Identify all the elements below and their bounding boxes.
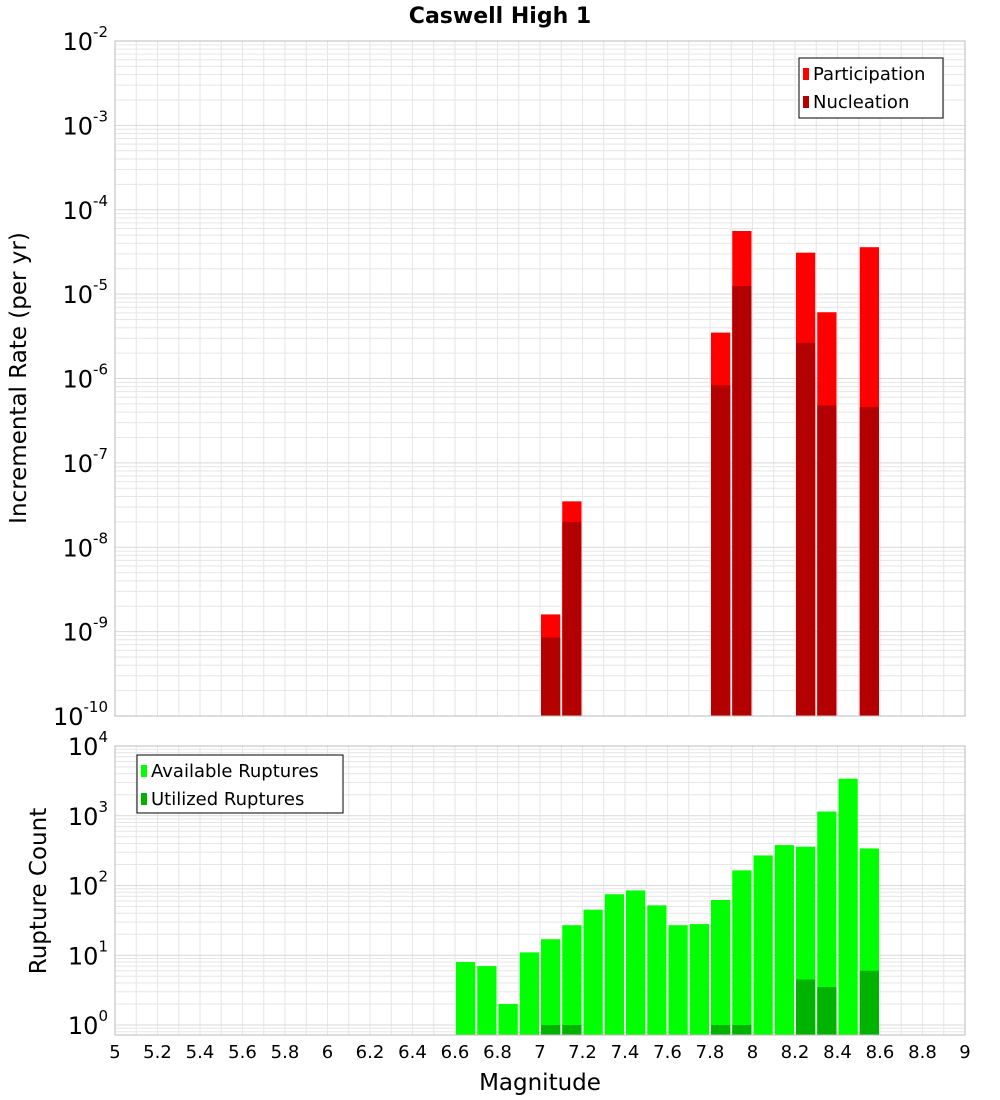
y-tick-label: 103 — [68, 798, 108, 831]
y-tick-label: 100 — [68, 1007, 108, 1040]
y-tick-label: 10-3 — [62, 107, 108, 140]
nucleation-bar — [796, 342, 816, 716]
count-panel: 100 101 102 103 104 5 5.2 5.4 5.6 5.8 6 6.2 6.4 6.6 6… — [68, 728, 971, 1063]
nucleation-bar — [817, 405, 837, 716]
rate-panel: 10-10 10-9 10-8 10-7 10-6 10-5 10-4 10-3 10-2 Pa… — [53, 23, 966, 731]
available-ruptures-bar — [689, 924, 709, 1035]
utilized-ruptures-bar — [796, 979, 816, 1035]
available-ruptures-bar — [583, 909, 603, 1035]
y-tick-label: 10-8 — [62, 529, 108, 562]
x-tick-label: 8.8 — [908, 1042, 937, 1063]
y-tick-label: 10-2 — [62, 23, 108, 56]
x-tick-label: 7.4 — [611, 1042, 640, 1063]
available-ruptures-bar — [647, 905, 667, 1035]
legend-swatch — [803, 96, 809, 108]
utilized-ruptures-bar — [711, 1025, 731, 1035]
legend-label: Nucleation — [813, 92, 909, 113]
available-ruptures-bar — [477, 966, 497, 1035]
available-ruptures-bar — [519, 952, 539, 1035]
count-legend: Available Ruptures Utilized Ruptures — [136, 754, 344, 814]
y-tick-label: 10-10 — [53, 698, 108, 731]
y-tick-label: 102 — [68, 868, 108, 901]
available-ruptures-bar — [541, 939, 561, 1035]
x-tick-label: 6.8 — [483, 1042, 512, 1063]
legend-label: Utilized Ruptures — [151, 789, 304, 810]
chart-title: Caswell High 1 — [409, 4, 591, 29]
y-tick-label: 101 — [68, 937, 108, 970]
x-tick-label: 6.6 — [441, 1042, 470, 1063]
legend-swatch — [141, 765, 147, 777]
x-tick-label: 7.8 — [696, 1042, 725, 1063]
y-tick-label: 10-5 — [62, 276, 108, 309]
available-ruptures-bar — [562, 925, 582, 1035]
x-tick-label: 8.6 — [866, 1042, 895, 1063]
x-tick-label: 5.6 — [228, 1042, 257, 1063]
nucleation-bar — [711, 385, 731, 716]
available-ruptures-bar — [711, 900, 731, 1035]
x-tick-label: 6.2 — [356, 1042, 385, 1063]
available-ruptures-bar — [838, 778, 858, 1035]
available-ruptures-bar — [604, 894, 624, 1035]
x-axis-label: Magnitude — [479, 1070, 601, 1096]
available-ruptures-bar — [456, 962, 476, 1035]
legend-swatch — [803, 68, 809, 80]
count-y-ticks: 100 101 102 103 104 — [68, 728, 108, 1040]
rate-legend: Participation Nucleation — [798, 57, 944, 119]
available-ruptures-bar — [817, 811, 837, 1035]
x-tick-label: 7.6 — [653, 1042, 682, 1063]
nucleation-bar — [732, 285, 752, 716]
x-tick-label: 5 — [109, 1042, 120, 1063]
legend-label: Available Ruptures — [151, 761, 319, 782]
available-ruptures-bar — [774, 845, 794, 1035]
nucleation-bar — [541, 637, 561, 716]
x-tick-label: 9 — [959, 1042, 970, 1063]
x-tick-label: 5.4 — [186, 1042, 215, 1063]
y-tick-label: 10-9 — [62, 614, 108, 647]
x-tick-label: 5.2 — [143, 1042, 172, 1063]
rate-grid — [114, 40, 966, 717]
legend-swatch — [141, 793, 147, 805]
available-ruptures-bar — [626, 890, 646, 1035]
available-ruptures-bar — [668, 925, 688, 1035]
rate-y-ticks: 10-10 10-9 10-8 10-7 10-6 10-5 10-4 10-3 10-2 — [53, 23, 108, 731]
x-tick-label: 7.2 — [568, 1042, 597, 1063]
utilized-ruptures-bar — [562, 1025, 582, 1035]
utilized-ruptures-bar — [732, 1025, 752, 1035]
x-tick-label: 8.4 — [823, 1042, 852, 1063]
x-tick-label: 7 — [534, 1042, 545, 1063]
rate-y-axis-label: Incremental Rate (per yr) — [6, 232, 32, 524]
utilized-ruptures-bar — [859, 970, 879, 1035]
available-ruptures-bar — [732, 870, 752, 1035]
utilized-ruptures-bar — [541, 1025, 561, 1035]
count-plot-border — [114, 745, 966, 1036]
x-tick-label: 5.8 — [271, 1042, 300, 1063]
legend-label: Participation — [813, 64, 925, 85]
nucleation-bar — [562, 521, 582, 716]
rate-bars — [541, 230, 879, 716]
y-tick-label: 10-4 — [62, 192, 108, 225]
count-x-ticks: 5 5.2 5.4 5.6 5.8 6 6.2 6.4 6.6 6.8 7 7.2 7.4 7.6 7.8 8… — [109, 1042, 970, 1063]
x-tick-label: 6.4 — [398, 1042, 427, 1063]
count-bars — [456, 778, 879, 1035]
count-y-axis-label: Rupture Count — [26, 808, 52, 974]
y-tick-label: 10-6 — [62, 361, 108, 394]
available-ruptures-bar — [753, 855, 773, 1035]
x-tick-label: 8.2 — [781, 1042, 810, 1063]
rate-legend-box — [798, 57, 944, 119]
x-tick-label: 8 — [747, 1042, 758, 1063]
y-tick-label: 104 — [68, 728, 108, 761]
utilized-ruptures-bar — [817, 987, 837, 1035]
rate-plot-border — [114, 40, 966, 717]
count-legend-box — [136, 754, 344, 814]
y-tick-label: 10-7 — [62, 445, 108, 478]
x-tick-label: 6 — [322, 1042, 333, 1063]
nucleation-bar — [859, 406, 879, 716]
available-ruptures-bar — [498, 1004, 518, 1035]
